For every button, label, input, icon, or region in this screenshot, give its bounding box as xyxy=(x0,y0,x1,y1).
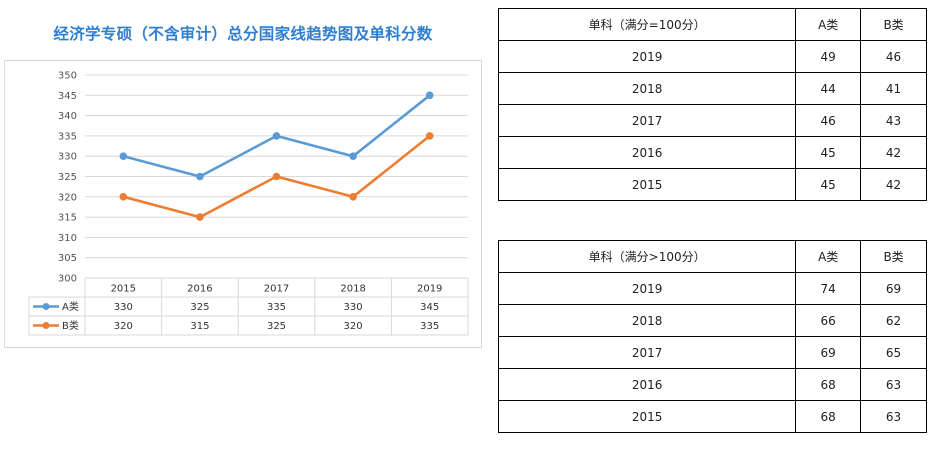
row-a-score: 45 xyxy=(795,136,862,169)
row-a-score: 74 xyxy=(795,272,862,305)
y-tick-label: 315 xyxy=(58,213,77,224)
row-year: 2016 xyxy=(497,136,797,169)
row-b-score: 41 xyxy=(860,72,927,105)
row-year: 2015 xyxy=(497,400,797,433)
data-point xyxy=(349,193,357,201)
data-point xyxy=(349,152,357,160)
row-b-score: 46 xyxy=(860,40,927,73)
row-b-score: 42 xyxy=(860,136,927,169)
table-row: 2017 46 43 xyxy=(497,104,927,137)
data-value-label: 335 xyxy=(267,302,286,313)
y-tick-label: 345 xyxy=(58,91,77,102)
legend-key-marker xyxy=(42,322,50,329)
row-year: 2019 xyxy=(497,40,797,73)
data-point xyxy=(272,172,281,181)
table-row: 2016 68 63 xyxy=(497,368,927,401)
data-point xyxy=(119,193,128,201)
row-a-score: 44 xyxy=(795,72,862,105)
header-a: A类 xyxy=(795,240,862,273)
row-year: 2018 xyxy=(497,304,797,337)
chart-title: 经济学专硕（不含审计）总分国家线趋势图及单科分数 xyxy=(53,25,433,43)
table-header-row: 单科（满分>100分） A类 B类 xyxy=(497,240,927,273)
data-point xyxy=(425,91,434,100)
header-subject: 单科（满分>100分） xyxy=(497,240,797,273)
score-table-single-over-100: 单科（满分>100分） A类 B类 2019 74 69 2018 66 62 … xyxy=(497,240,927,433)
row-b-score: 69 xyxy=(860,272,927,305)
y-tick-label: 330 xyxy=(58,152,77,163)
row-b-score: 63 xyxy=(860,400,927,433)
data-value-label: 345 xyxy=(420,302,439,313)
table-row: 2017 69 65 xyxy=(497,336,927,369)
header-subject: 单科（满分=100分） xyxy=(497,8,797,41)
row-a-score: 68 xyxy=(795,368,862,401)
row-year: 2015 xyxy=(497,168,797,201)
line-chart: 350 345 340 335 330 325 320 315 310 305 300 2015 201… xyxy=(4,60,482,348)
row-a-score: 49 xyxy=(795,40,862,73)
row-a-score: 69 xyxy=(795,336,862,369)
header-b: B类 xyxy=(860,240,927,273)
data-point xyxy=(272,132,281,140)
y-tick-label: 325 xyxy=(58,172,77,183)
data-point xyxy=(196,172,204,181)
y-tick-label: 340 xyxy=(58,111,77,122)
row-year: 2019 xyxy=(497,272,797,305)
x-tick-label: 2018 xyxy=(340,284,365,295)
y-tick-label: 300 xyxy=(58,274,77,285)
table-row: 2019 74 69 xyxy=(497,272,927,305)
row-b-score: 42 xyxy=(860,168,927,201)
row-b-score: 62 xyxy=(860,304,927,337)
table-row: 2016 45 42 xyxy=(497,136,927,169)
header-b: B类 xyxy=(860,8,927,41)
row-a-score: 66 xyxy=(795,304,862,337)
data-value-label: 330 xyxy=(114,302,133,313)
row-year: 2017 xyxy=(497,336,797,369)
header-a: A类 xyxy=(795,8,862,41)
table-row: 2018 66 62 xyxy=(497,304,927,337)
table-row: 2019 49 46 xyxy=(497,40,927,73)
data-value-label: 335 xyxy=(420,321,439,332)
y-tick-label: 350 xyxy=(58,71,77,82)
y-tick-label: 305 xyxy=(58,253,77,264)
y-tick-label: 335 xyxy=(58,131,77,142)
x-tick-label: 2017 xyxy=(264,284,289,295)
score-table-single-100: 单科（满分=100分） A类 B类 2019 49 46 2018 44 41 … xyxy=(497,8,927,201)
data-value-label: 320 xyxy=(344,321,363,332)
row-a-score: 46 xyxy=(795,104,862,137)
table-row: 2018 44 41 xyxy=(497,72,927,105)
row-a-score: 45 xyxy=(795,168,862,201)
data-value-label: 325 xyxy=(190,302,209,313)
row-year: 2018 xyxy=(497,72,797,105)
legend-label: B类 xyxy=(62,319,79,332)
row-year: 2017 xyxy=(497,104,797,137)
row-year: 2016 xyxy=(497,368,797,401)
data-value-label: 315 xyxy=(190,321,209,332)
x-tick-label: 2019 xyxy=(417,284,442,295)
x-tick-label: 2016 xyxy=(187,284,212,295)
data-point xyxy=(196,213,204,221)
row-b-score: 43 xyxy=(860,104,927,137)
chart-svg: 350 345 340 335 330 325 320 315 310 305 300 2015 201… xyxy=(28,71,469,336)
table-row: 2015 45 42 xyxy=(497,168,927,201)
data-value-label: 330 xyxy=(344,302,363,313)
legend-label: A类 xyxy=(62,300,79,313)
data-point xyxy=(425,132,434,140)
row-b-score: 63 xyxy=(860,368,927,401)
table-row: 2015 68 63 xyxy=(497,400,927,433)
data-point xyxy=(119,152,128,160)
x-tick-label: 2015 xyxy=(111,284,136,295)
data-value-label: 320 xyxy=(114,321,133,332)
y-tick-label: 320 xyxy=(58,192,77,203)
row-b-score: 65 xyxy=(860,336,927,369)
row-a-score: 68 xyxy=(795,400,862,433)
table-header-row: 单科（满分=100分） A类 B类 xyxy=(497,8,927,41)
y-tick-label: 310 xyxy=(58,233,77,244)
legend-key-marker xyxy=(42,303,50,310)
data-value-label: 325 xyxy=(267,321,286,332)
